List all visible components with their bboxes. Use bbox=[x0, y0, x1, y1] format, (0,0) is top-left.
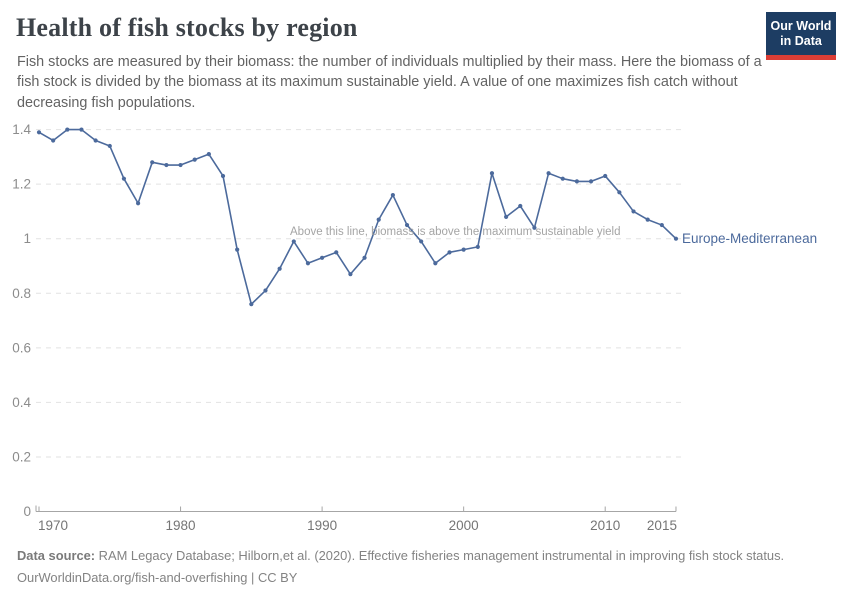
data-point-1970[interactable] bbox=[36, 130, 42, 135]
data-point-2015[interactable] bbox=[673, 236, 679, 241]
data-point-1975[interactable] bbox=[107, 143, 112, 149]
data-source-label: Data source: bbox=[17, 548, 96, 563]
data-point-2014[interactable] bbox=[659, 222, 664, 228]
y-tick-label: 1 bbox=[23, 231, 31, 246]
data-point-2008[interactable] bbox=[574, 179, 579, 184]
y-tick-label: 0 bbox=[23, 504, 31, 519]
data-point-1984[interactable] bbox=[235, 247, 240, 252]
data-point-2002[interactable] bbox=[489, 171, 495, 176]
data-point-1977[interactable] bbox=[135, 201, 141, 206]
data-point-1998[interactable] bbox=[433, 261, 438, 266]
y-tick-label: 0.6 bbox=[12, 340, 31, 355]
data-point-1983[interactable] bbox=[220, 173, 226, 179]
data-point-2012[interactable] bbox=[631, 209, 636, 214]
data-point-1973[interactable] bbox=[79, 127, 84, 132]
y-tick-label: 1.2 bbox=[12, 177, 31, 192]
data-point-1996[interactable] bbox=[404, 222, 410, 228]
data-point-1986[interactable] bbox=[263, 288, 268, 293]
data-point-1978[interactable] bbox=[150, 160, 155, 165]
data-point-2005[interactable] bbox=[532, 225, 537, 230]
trend-line-Europe-Mediterranean[interactable] bbox=[38, 128, 677, 305]
x-tick-label: 1980 bbox=[166, 518, 196, 533]
license-line[interactable]: OurWorldinData.org/fish-and-overfishing … bbox=[17, 570, 298, 585]
data-point-1993[interactable] bbox=[362, 255, 367, 260]
data-point-1992[interactable] bbox=[348, 272, 353, 277]
y-tick-label: 0.2 bbox=[12, 449, 31, 464]
x-tick-label: 1990 bbox=[307, 518, 337, 533]
data-point-1974[interactable] bbox=[93, 138, 98, 143]
data-point-1989[interactable] bbox=[305, 261, 311, 266]
data-point-1991[interactable] bbox=[334, 250, 339, 255]
data-point-1990[interactable] bbox=[320, 255, 325, 260]
data-point-2010[interactable] bbox=[603, 173, 608, 179]
owid-logo-line1: Our World bbox=[770, 19, 832, 33]
data-point-1981[interactable] bbox=[192, 157, 197, 162]
data-point-1979[interactable] bbox=[164, 162, 169, 168]
data-point-1972[interactable] bbox=[65, 127, 70, 132]
data-point-1987[interactable] bbox=[277, 266, 282, 271]
series-label: Europe-Mediterranean bbox=[682, 231, 818, 246]
owid-logo-line2: in Data bbox=[780, 34, 822, 49]
data-point-1988[interactable] bbox=[291, 239, 296, 244]
data-point-2011[interactable] bbox=[617, 190, 622, 195]
data-point-2009[interactable] bbox=[588, 179, 594, 184]
x-tick-label: 2010 bbox=[590, 518, 620, 533]
x-tick-label: 1970 bbox=[38, 518, 68, 533]
x-tick-label: 2015 bbox=[647, 518, 677, 533]
data-point-1985[interactable] bbox=[249, 302, 254, 307]
data-source-text: RAM Legacy Database; Hilborn,et al. (202… bbox=[95, 548, 785, 563]
data-point-2007[interactable] bbox=[560, 176, 565, 181]
data-point-2003[interactable] bbox=[504, 214, 509, 219]
data-point-1994[interactable] bbox=[376, 217, 381, 222]
footer: Data source: RAM Legacy Database; Hilbor… bbox=[17, 545, 837, 589]
chart-svg: 0 0.2 0.4 0.6 0.8 1 1.2 1.4 1970 1980 1990 2000 2010… bbox=[12, 122, 681, 533]
data-point-1982[interactable] bbox=[206, 152, 211, 157]
data-point-1999[interactable] bbox=[447, 250, 452, 255]
data-source-line: Data source: RAM Legacy Database; Hilbor… bbox=[17, 545, 837, 567]
owid-logo[interactable]: Our World in Data bbox=[766, 12, 836, 60]
data-point-1997[interactable] bbox=[419, 239, 424, 244]
data-point-2013[interactable] bbox=[645, 217, 650, 222]
page-subtitle: Fish stocks are measured by their biomas… bbox=[17, 54, 762, 111]
data-point-2001[interactable] bbox=[475, 244, 480, 249]
page-title: Health of fish stocks by region bbox=[16, 13, 358, 42]
data-point-1971[interactable] bbox=[51, 138, 56, 143]
y-tick-label: 0.8 bbox=[12, 286, 31, 301]
x-tick-label: 2000 bbox=[449, 518, 479, 533]
data-point-1980[interactable] bbox=[178, 162, 183, 168]
data-point-2006[interactable] bbox=[546, 171, 551, 176]
y-tick-label: 0.4 bbox=[12, 395, 31, 410]
data-point-2004[interactable] bbox=[518, 203, 523, 209]
data-point-2000[interactable] bbox=[461, 247, 466, 252]
data-point-1976[interactable] bbox=[121, 176, 127, 181]
msy-annotation: Above this line, biomass is above the ma… bbox=[290, 226, 621, 238]
data-point-1995[interactable] bbox=[390, 192, 395, 198]
y-tick-label: 1.4 bbox=[12, 122, 31, 137]
